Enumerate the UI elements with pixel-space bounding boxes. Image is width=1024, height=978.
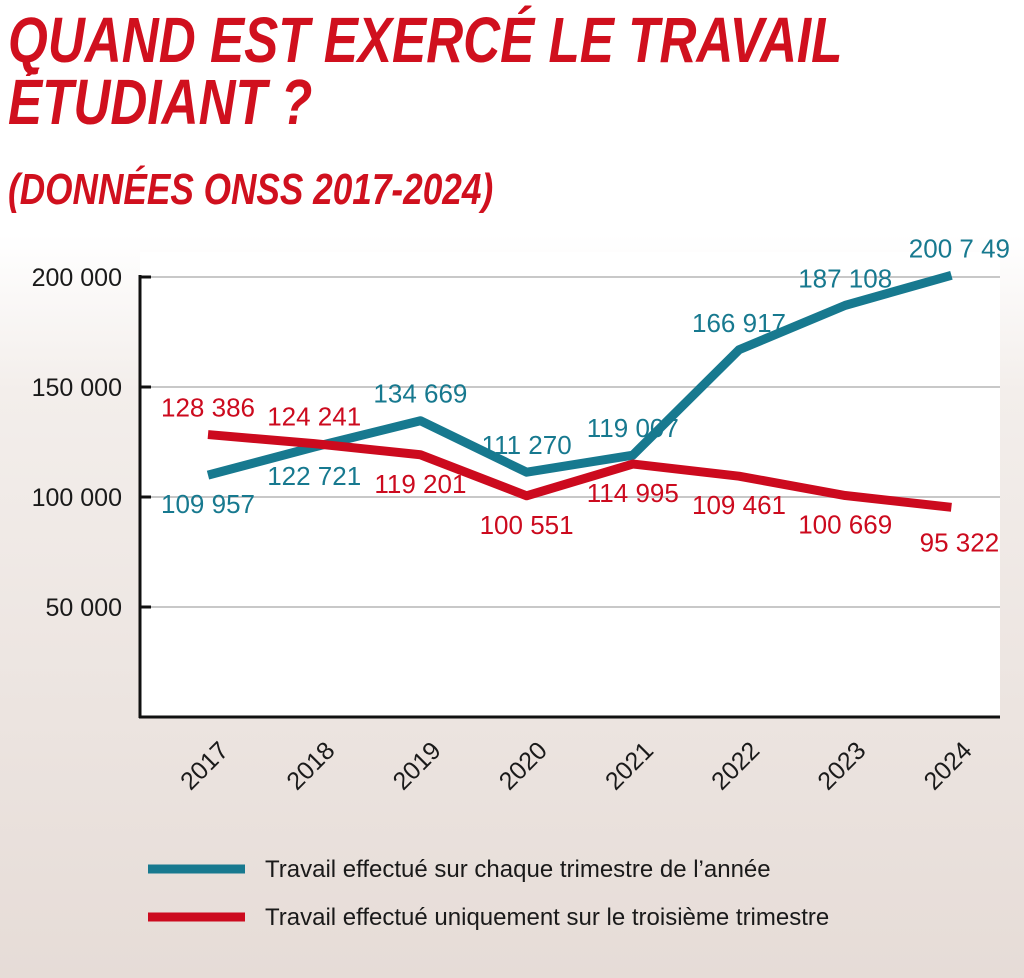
chart-title-line1: QUAND EST EXERCÉ LE TRAVAIL [8,4,843,76]
x-tick-label: 2022 [706,736,765,795]
y-tick-label: 200 000 [32,264,122,292]
legend-label-1: Travail effectué sur chaque trimestre de… [265,856,771,883]
y-tick-label: 50 000 [46,594,122,622]
chart-title-line2: ÉTUDIANT ? [8,66,313,138]
data-label: 166 917 [692,308,786,338]
legend-label-2: Travail effectué uniquement sur le trois… [265,904,829,931]
data-label: 114 995 [587,478,679,508]
y-tick-label: 100 000 [32,484,122,512]
data-label: 122 721 [267,461,361,491]
x-tick-label: 2021 [600,736,659,795]
data-label: 95 322 [920,527,1000,557]
data-label: 119 201 [374,469,466,499]
x-tick-label: 2019 [388,736,447,795]
x-tick-label: 2020 [494,736,553,795]
data-label: 187 108 [798,263,892,293]
data-label: 134 669 [373,379,467,409]
data-label: 111 270 [482,430,572,460]
data-label: 109 957 [161,489,255,519]
x-tick-label: 2017 [175,736,234,795]
x-tick-label: 2024 [919,736,978,795]
data-label: 100 551 [480,510,574,540]
x-tick-label: 2023 [812,736,871,795]
x-tick-label: 2018 [281,736,340,795]
data-label: 124 241 [267,402,361,432]
data-label: 200 7 49 [909,233,1010,263]
data-label: 128 386 [161,393,255,423]
data-label: 119 007 [587,413,679,443]
chart-subtitle: (DONNÉES ONSS 2017-2024) [8,165,494,214]
series-line-2 [207,430,952,512]
data-label: 100 669 [798,510,892,540]
data-label: 109 461 [692,490,786,520]
y-tick-label: 150 000 [32,374,122,402]
